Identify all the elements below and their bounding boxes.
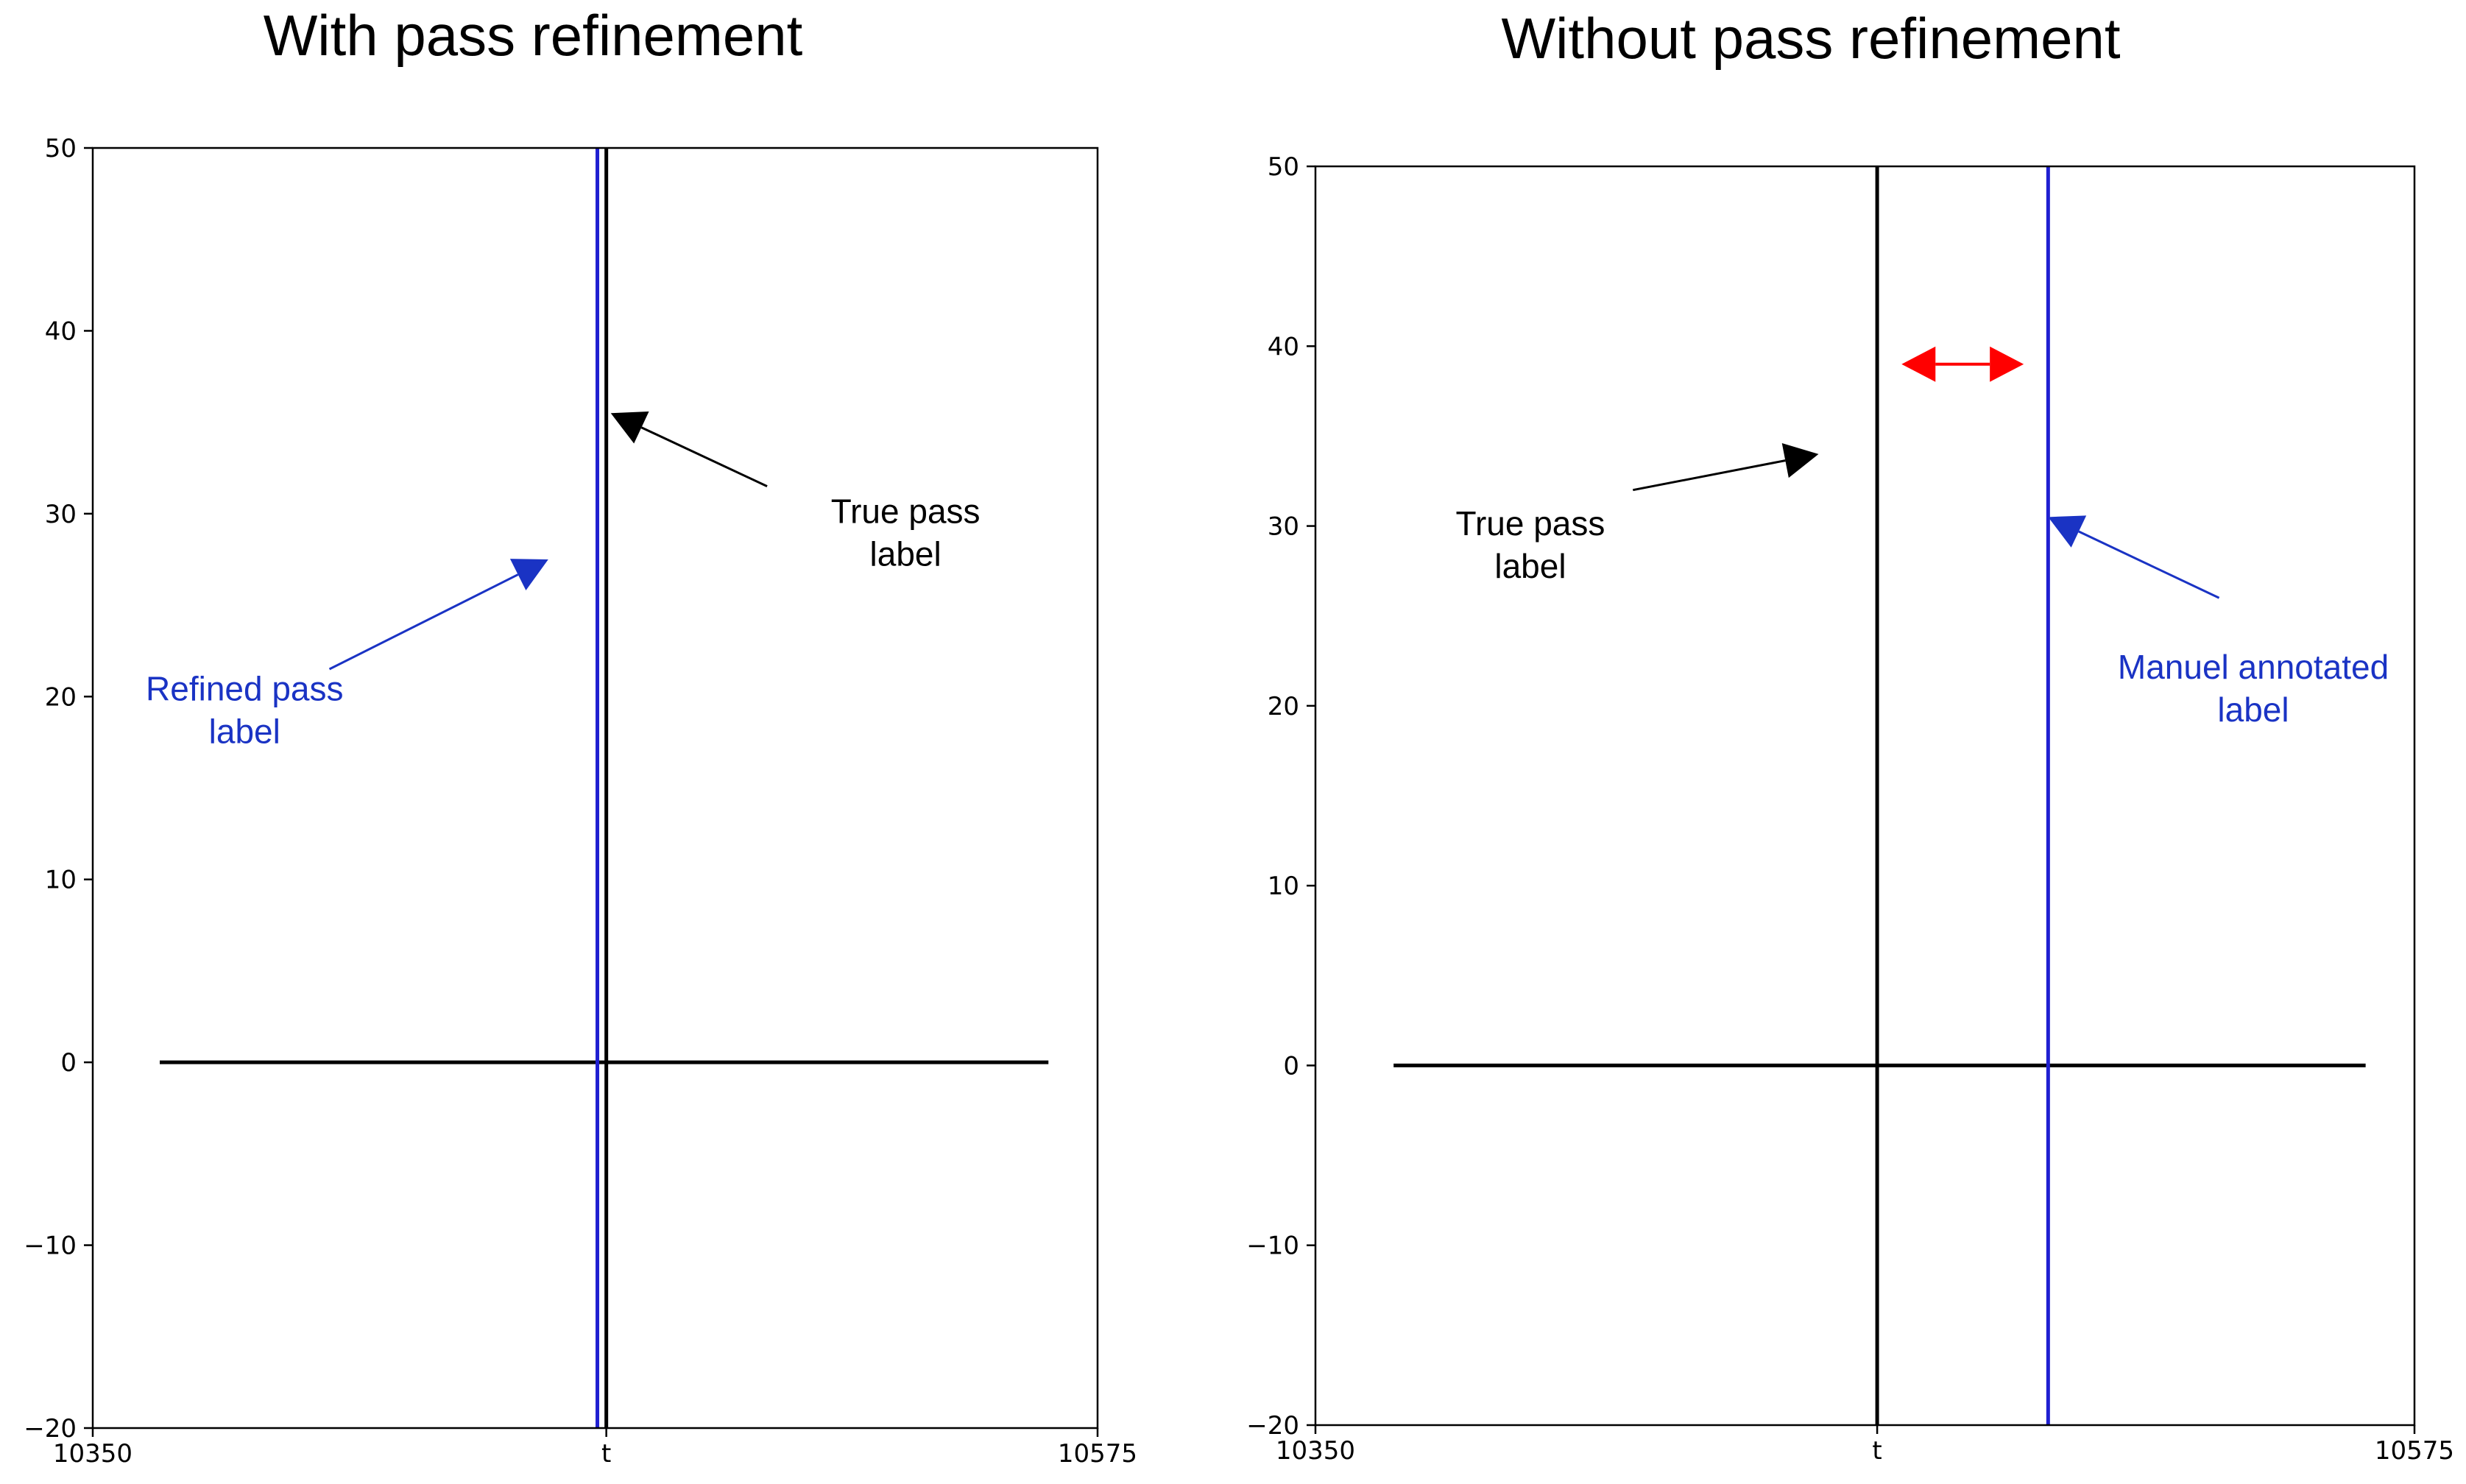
y-tick-label: −20	[1246, 1411, 1299, 1441]
x-tick-label: t	[1872, 1436, 1882, 1466]
annotation-arrow-head	[509, 559, 548, 591]
y-tick-label: 30	[1268, 512, 1299, 542]
annotations: True pass label Refined pass label	[146, 411, 981, 750]
panel-title: Without pass refinement	[1501, 6, 2120, 71]
annotation-arrow-shaft	[328, 573, 519, 671]
annotation-text: label	[1494, 547, 1566, 585]
plot-frame	[91, 146, 1099, 1430]
annotation-arrow-shaft	[1633, 459, 1786, 492]
y-tick-label: −20	[24, 1414, 77, 1444]
tick-labels: −20 −10 0 10 20 30 40 50 10350 t 10575	[1246, 152, 2454, 1466]
annotation-arrow-head	[1781, 443, 1819, 478]
panel-with-refinement: With pass refinement −20 −10 0 10 20 30 40 50 10…	[24, 3, 1137, 1469]
y-tick-label: 40	[1268, 332, 1299, 361]
x-tick-label: t	[601, 1439, 611, 1469]
y-tick-label: −10	[24, 1232, 77, 1261]
y-tick-label: 0	[1283, 1051, 1299, 1081]
annotation-text: True pass	[1456, 504, 1605, 543]
tick-labels: −20 −10 0 10 20 30 40 50 10350 t 10575	[24, 134, 1137, 1469]
y-tick-label: 0	[60, 1048, 77, 1078]
y-tick-label: −10	[1246, 1232, 1299, 1261]
y-tick-label: 10	[45, 866, 77, 895]
data-marks	[1393, 166, 2366, 1425]
plot-frame	[1314, 165, 2416, 1427]
annotation-text: True pass	[831, 492, 981, 530]
panel-without-refinement: Without pass refinement −20 −10 0 10 20 30 40 5…	[1246, 6, 2454, 1466]
annotation-text: label	[209, 712, 280, 750]
y-tick-label: 20	[45, 682, 77, 712]
y-tick-label: 40	[45, 317, 77, 346]
x-tick-label: 10575	[2375, 1436, 2454, 1466]
panel-title: With pass refinement	[264, 3, 803, 68]
annotation-arrow-head	[2048, 515, 2087, 548]
y-tick-label: 10	[1268, 872, 1299, 901]
y-tick-label: 50	[45, 134, 77, 163]
data-marks	[160, 148, 1049, 1428]
y-tick-label: 50	[1268, 152, 1299, 182]
annotations: True pass label Manuel annotated label	[1456, 346, 2389, 729]
x-tick-label: 10575	[1058, 1439, 1137, 1469]
annotation-arrow-shaft	[640, 426, 768, 487]
annotation-text: Manuel annotated	[2118, 648, 2389, 686]
offset-arrow-head	[1990, 346, 2024, 382]
y-tick-label: 30	[45, 500, 77, 529]
annotation-text: label	[2217, 690, 2289, 729]
offset-arrow-head	[1901, 346, 1936, 382]
annotation-arrow-head	[610, 411, 649, 444]
annotation-arrow-shaft	[2078, 530, 2220, 599]
x-tick-label: 10350	[1276, 1436, 1355, 1466]
annotation-text: label	[870, 534, 941, 573]
x-tick-label: 10350	[53, 1439, 133, 1469]
annotation-text: Refined pass	[146, 669, 344, 707]
y-tick-label: 20	[1268, 692, 1299, 721]
